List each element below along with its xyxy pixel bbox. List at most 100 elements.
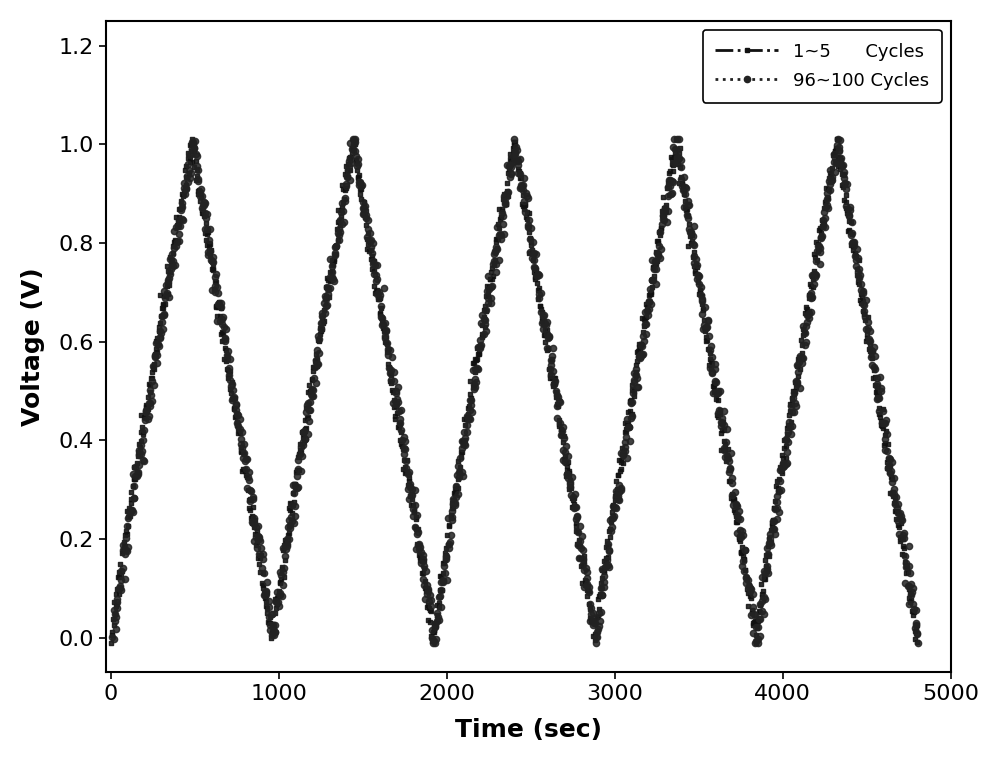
1~5      Cycles [238,468,254,481]
96~100 Cycles [877,417,893,430]
1~5      Cycles [389,407,405,419]
96~100 Cycles [415,572,431,584]
1~5      Cycles [342,154,358,166]
96~100 Cycles [351,179,367,191]
96~100 Cycles [697,301,713,313]
1~5      Cycles [892,531,908,543]
1~5      Cycles [291,464,307,476]
1~5      Cycles [698,331,714,343]
96~100 Cycles [732,530,748,542]
1~5      Cycles [349,163,365,175]
96~100 Cycles [220,344,236,356]
96~100 Cycles [356,202,372,214]
96~100 Cycles [454,434,470,446]
96~100 Cycles [725,499,741,511]
1~5      Cycles [133,435,149,447]
1~5      Cycles [709,410,725,422]
1~5      Cycles [876,439,892,452]
1~5      Cycles [657,204,673,216]
1~5      Cycles [454,446,470,458]
1~5      Cycles [264,627,280,639]
1~5      Cycles [363,253,379,266]
1~5      Cycles [816,217,832,230]
1~5      Cycles [398,465,414,478]
96~100 Cycles [806,269,822,281]
96~100 Cycles [564,472,580,484]
1~5      Cycles [901,592,917,604]
1~5      Cycles [423,605,439,617]
1~5      Cycles [233,445,249,457]
1~5      Cycles [889,504,905,517]
96~100 Cycles [602,513,618,526]
96~100 Cycles [230,420,246,433]
1~5      Cycles [247,528,263,540]
96~100 Cycles [680,211,696,224]
1~5      Cycles [717,444,733,456]
1~5      Cycles [383,377,399,389]
96~100 Cycles [295,426,311,438]
1~5      Cycles [620,417,636,430]
1~5      Cycles [205,263,221,275]
1~5      Cycles [540,343,556,356]
1~5      Cycles [120,520,136,532]
96~100 Cycles [363,234,379,246]
96~100 Cycles [677,188,693,200]
1~5      Cycles [665,165,681,177]
1~5      Cycles [411,549,427,561]
1~5      Cycles [901,583,917,595]
96~100 Cycles [528,248,544,260]
1~5      Cycles [610,468,626,481]
96~100 Cycles [264,608,280,620]
1~5      Cycles [530,284,546,296]
96~100 Cycles [801,307,817,320]
1~5      Cycles [878,425,894,437]
1~5      Cycles [574,577,590,589]
1~5      Cycles [551,420,567,432]
1~5      Cycles [205,257,221,269]
1~5      Cycles [160,265,176,277]
96~100 Cycles [599,554,615,566]
1~5      Cycles [617,426,633,438]
96~100 Cycles [897,577,913,589]
96~100 Cycles [522,233,538,245]
1~5      Cycles [155,299,171,311]
96~100 Cycles [735,555,751,567]
1~5      Cycles [171,203,187,215]
1~5      Cycles [106,595,122,607]
96~100 Cycles [174,197,190,209]
96~100 Cycles [728,498,744,510]
96~100 Cycles [689,273,705,285]
96~100 Cycles [724,476,740,488]
1~5      Cycles [724,488,740,500]
96~100 Cycles [462,404,478,416]
1~5      Cycles [741,579,757,591]
1~5      Cycles [216,333,232,346]
96~100 Cycles [264,629,280,641]
1~5      Cycles [695,302,711,314]
96~100 Cycles [324,260,340,272]
1~5      Cycles [361,245,377,257]
1~5      Cycles [608,487,624,499]
96~100 Cycles [238,453,254,465]
1~5      Cycles [178,170,194,182]
1~5      Cycles [380,343,396,355]
96~100 Cycles [463,399,479,411]
1~5      Cycles [521,207,537,219]
1~5      Cycles [832,163,848,175]
1~5      Cycles [396,454,412,466]
96~100 Cycles [832,155,848,167]
1~5      Cycles [408,511,424,523]
96~100 Cycles [665,175,681,188]
96~100 Cycles [447,498,463,510]
96~100 Cycles [652,252,668,264]
1~5      Cycles [221,369,237,381]
96~100 Cycles [486,248,502,260]
96~100 Cycles [662,180,678,192]
96~100 Cycles [386,366,402,378]
1~5      Cycles [347,138,363,150]
96~100 Cycles [505,150,521,163]
1~5      Cycles [510,153,526,166]
1~5      Cycles [131,438,147,450]
96~100 Cycles [703,340,719,353]
96~100 Cycles [342,137,358,150]
